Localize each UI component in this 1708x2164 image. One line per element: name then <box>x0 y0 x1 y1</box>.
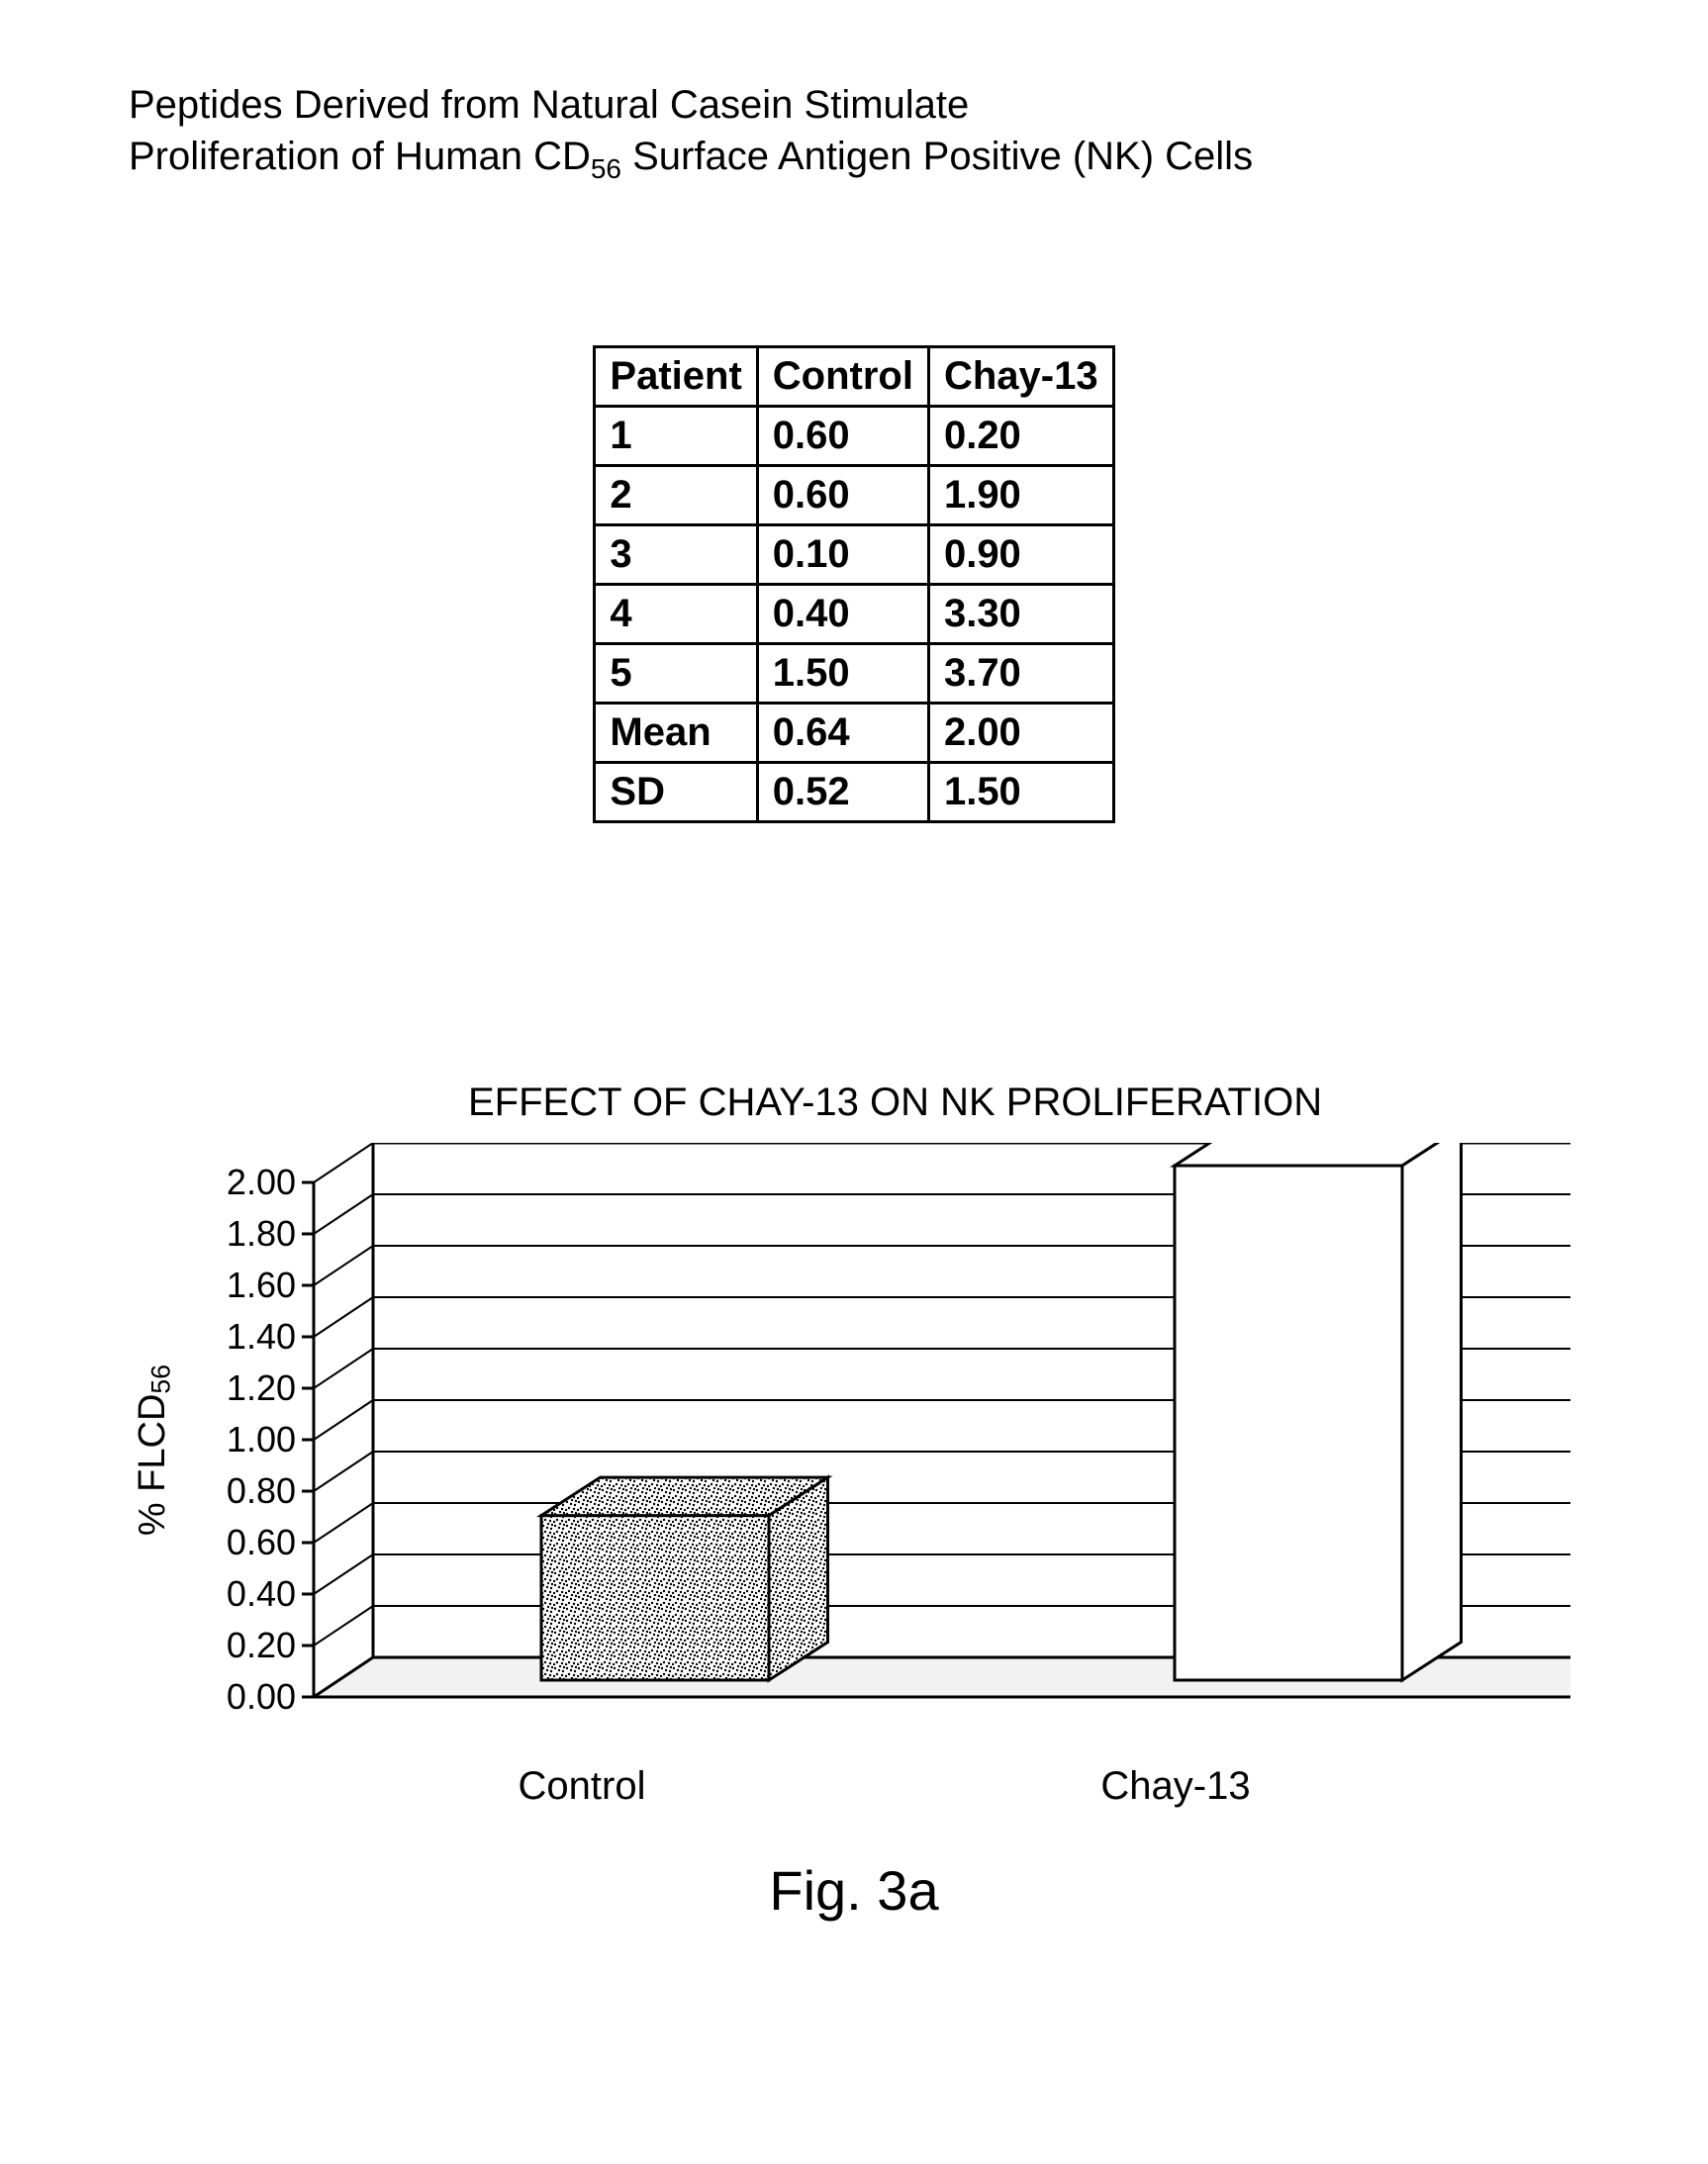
table-row: 10.600.20 <box>595 407 1113 466</box>
table-header-row: Patient Control Chay-13 <box>595 347 1113 407</box>
table-body: 10.600.2020.601.9030.100.9040.403.3051.5… <box>595 407 1113 822</box>
xlabel-control: Control <box>285 1764 879 1809</box>
table-cell: 2.00 <box>928 704 1113 763</box>
table-cell: 1 <box>595 407 757 466</box>
table-row: Mean0.642.00 <box>595 704 1113 763</box>
title-line-2-post: Surface Antigen Positive (NK) Cells <box>621 135 1253 178</box>
table-cell: 2 <box>595 466 757 525</box>
table-head: Patient Control Chay-13 <box>595 347 1113 407</box>
title-line-1: Peptides Derived from Natural Casein Sti… <box>129 83 969 127</box>
table-cell: 0.64 <box>757 704 928 763</box>
chart-ylabel: % FLCD56 <box>132 1364 177 1536</box>
table-cell: Mean <box>595 704 757 763</box>
table-row: 51.503.70 <box>595 644 1113 704</box>
title-line-2-sub: 56 <box>591 153 621 184</box>
table-cell: 4 <box>595 585 757 644</box>
table-cell: 0.40 <box>757 585 928 644</box>
table-header-cell: Patient <box>595 347 757 407</box>
table-row: 20.601.90 <box>595 466 1113 525</box>
table-cell: 3.30 <box>928 585 1113 644</box>
table-cell: 1.90 <box>928 466 1113 525</box>
svg-text:0.00: 0.00 <box>227 1676 296 1717</box>
table-cell: 0.10 <box>757 525 928 585</box>
table-cell: 5 <box>595 644 757 704</box>
chart: EFFECT OF CHAY-13 ON NK PROLIFERATION % … <box>132 1081 1576 1809</box>
svg-text:2.00: 2.00 <box>227 1162 296 1202</box>
table-header-cell: Chay-13 <box>928 347 1113 407</box>
chart-title: EFFECT OF CHAY-13 ON NK PROLIFERATION <box>468 1081 1576 1125</box>
table-row: SD0.521.50 <box>595 763 1113 822</box>
page: Peptides Derived from Natural Casein Sti… <box>0 0 1708 1982</box>
svg-text:0.60: 0.60 <box>227 1522 296 1562</box>
svg-text:1.20: 1.20 <box>227 1367 296 1408</box>
svg-text:1.00: 1.00 <box>227 1419 296 1459</box>
table-row: 30.100.90 <box>595 525 1113 585</box>
table-cell: 0.60 <box>757 466 928 525</box>
table-cell: 0.90 <box>928 525 1113 585</box>
data-table: Patient Control Chay-13 10.600.2020.601.… <box>593 345 1114 823</box>
svg-text:0.40: 0.40 <box>227 1573 296 1614</box>
table-header-cell: Control <box>757 347 928 407</box>
svg-text:1.60: 1.60 <box>227 1265 296 1305</box>
table-cell: SD <box>595 763 757 822</box>
svg-text:1.40: 1.40 <box>227 1316 296 1357</box>
table-cell: 0.52 <box>757 763 928 822</box>
table-cell: 3.70 <box>928 644 1113 704</box>
svg-text:0.80: 0.80 <box>227 1470 296 1511</box>
svg-text:0.20: 0.20 <box>227 1625 296 1665</box>
table-cell: 1.50 <box>757 644 928 704</box>
xlabel-chay13: Chay-13 <box>879 1764 1472 1809</box>
table-cell: 3 <box>595 525 757 585</box>
chart-svg: 0.00 0.20 0.40 0.60 0.80 1.00 1.20 1.40 1.60 1.80… <box>185 1143 1570 1756</box>
svg-text:1.80: 1.80 <box>227 1213 296 1254</box>
title-line-2-pre: Proliferation of Human CD <box>129 135 591 178</box>
table-cell: 0.20 <box>928 407 1113 466</box>
table-cell: 1.50 <box>928 763 1113 822</box>
chart-xlabels: Control Chay-13 <box>285 1764 1576 1809</box>
table-row: 40.403.30 <box>595 585 1113 644</box>
table-cell: 0.60 <box>757 407 928 466</box>
figure-caption: Fig. 3a <box>129 1858 1579 1923</box>
page-title: Peptides Derived from Natural Casein Sti… <box>129 79 1579 187</box>
